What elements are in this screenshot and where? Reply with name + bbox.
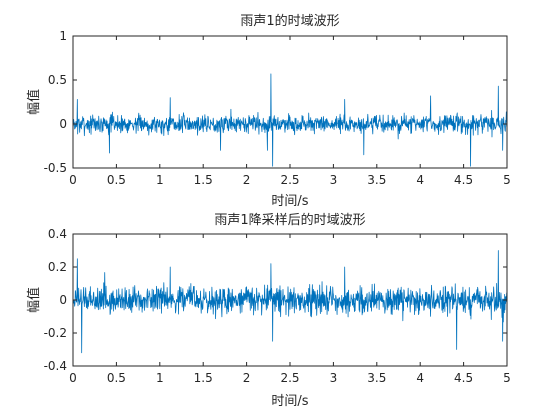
x-tick-label: 2 (243, 371, 251, 385)
subplot-2: 雨声1降采样后的时域波形 0 0.5 1 1.5 2 2.5 3 3.5 4 4.5 5 -0.4 -0… (26, 212, 511, 409)
x-tick-label: 0 (69, 371, 77, 385)
subplot-1-ylabel: 幅值 (26, 89, 42, 115)
x-tick-label: 1.5 (194, 371, 213, 385)
y-tick-label: -0.2 (44, 326, 67, 340)
subplot-1-waveform (72, 73, 508, 167)
y-tick-label: 0.4 (48, 227, 67, 241)
x-tick-label: 5 (503, 371, 511, 385)
x-tick-label: 2.5 (280, 371, 299, 385)
x-tick-label: 1 (156, 173, 164, 187)
subplot-1-ticks: 0 0.5 1 1.5 2 2.5 3 3.5 4 4.5 5-0.500.51 (44, 29, 511, 187)
y-tick-label: 0 (59, 293, 67, 307)
subplot-2-xlabel: 时间/s (271, 394, 308, 409)
x-tick-label: 1 (156, 371, 164, 385)
x-tick-label: 2.5 (280, 173, 299, 187)
subplot-2-waveform (72, 250, 508, 354)
subplot-2-ylabel: 幅值 (26, 287, 42, 313)
series-line (72, 73, 508, 167)
y-tick-label: -0.5 (44, 161, 67, 175)
x-tick-label: 4.5 (454, 173, 473, 187)
x-tick-label: 2 (243, 173, 251, 187)
subplot-1-title: 雨声1的时域波形 (240, 13, 339, 29)
subplot-1-xlabel: 时间/s (271, 194, 308, 209)
x-tick-label: 3 (330, 371, 338, 385)
x-tick-label: 4.5 (454, 371, 473, 385)
x-tick-label: 3.5 (367, 173, 386, 187)
x-tick-label: 0 (69, 173, 77, 187)
x-tick-label: 3 (330, 173, 338, 187)
y-tick-label: 0.5 (48, 73, 67, 87)
x-tick-label: 1.5 (194, 173, 213, 187)
series-line (72, 250, 508, 354)
y-tick-label: 1 (59, 29, 67, 43)
y-tick-label: 0 (59, 117, 67, 131)
y-tick-label: -0.4 (44, 359, 67, 373)
x-tick-label: 0.5 (107, 371, 126, 385)
x-tick-label: 0.5 (107, 173, 126, 187)
y-tick-label: 0.2 (48, 260, 67, 274)
x-tick-label: 3.5 (367, 371, 386, 385)
subplot-2-title: 雨声1降采样后的时域波形 (214, 212, 365, 228)
subplot-2-ticks: 0 0.5 1 1.5 2 2.5 3 3.5 4 4.5 5 -0.4 -0.2 0 0.2 0.4 (44, 227, 511, 385)
x-tick-label: 4 (416, 173, 424, 187)
x-tick-label: 5 (503, 173, 511, 187)
x-tick-label: 4 (416, 371, 424, 385)
subplot-1: 雨声1的时域波形 0 0.5 1 1.5 2 2.5 3 3.5 4 4.5 5-0.500.51 … (26, 13, 511, 209)
